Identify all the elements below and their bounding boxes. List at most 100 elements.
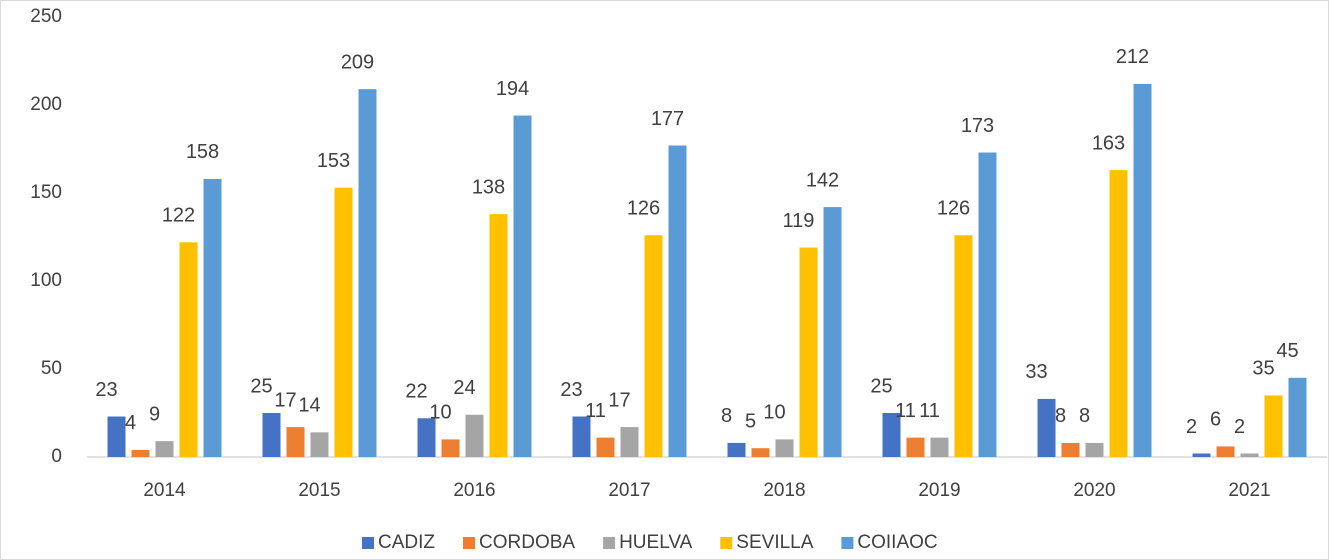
data-label: 119 [783,210,815,232]
bar [286,427,305,457]
bar [1216,446,1235,457]
bar [882,413,901,457]
data-label: 158 [186,141,219,163]
data-label: 33 [1025,361,1047,383]
legend-swatch [463,537,475,549]
bar [310,432,329,457]
data-label: 5 [745,410,756,432]
legend-swatch [362,537,374,549]
legend-swatch [603,537,616,549]
bar [1264,395,1283,457]
legend-label: CADIZ [378,532,435,553]
bar [727,442,746,457]
bar [620,427,639,457]
legend-label: CORDOBA [479,532,575,553]
data-label: 138 [472,176,505,198]
x-tick-label: 2021 [1228,480,1270,501]
data-label: 9 [149,403,160,425]
bar [131,449,150,457]
bar [751,448,770,457]
data-label: 11 [895,400,916,422]
data-label: 25 [870,375,892,397]
data-label: 142 [806,169,839,191]
bar [513,115,532,457]
x-tick-label: 2019 [918,480,960,501]
bar [572,416,591,457]
legend-swatch [841,537,854,549]
data-label: 8 [721,405,732,427]
data-label: 2 [1234,416,1245,438]
data-label: 8 [1055,405,1066,427]
bar [1061,442,1080,457]
bar [799,247,818,457]
data-label: 25 [250,375,272,397]
data-label: 23 [95,379,117,401]
bar [489,214,508,457]
bar [262,413,281,457]
bar [596,437,615,457]
x-tick-label: 2015 [298,480,340,501]
bar [775,439,794,457]
data-label: 10 [429,402,451,424]
data-label: 23 [560,379,582,401]
y-tick-label: 200 [30,94,62,115]
x-tick-label: 2017 [608,480,650,501]
data-label: 163 [1092,132,1125,154]
legend-label: HUELVA [619,532,693,553]
bar [179,242,198,457]
bar [978,152,997,457]
legend-label: SEVILLA [736,532,813,553]
data-label: 22 [405,381,427,403]
bar [417,418,436,457]
bar [358,89,377,457]
bar [1240,453,1259,457]
data-label: 11 [585,400,606,422]
bar [823,207,842,457]
bar [930,437,949,457]
data-label: 2 [1186,416,1197,438]
y-tick-label: 0 [51,446,62,467]
legend-swatch [720,537,733,549]
data-label: 14 [298,395,320,417]
y-tick-label: 100 [30,270,62,291]
bar [1085,442,1104,457]
bar [1037,398,1056,457]
legend-label: COIIAOC [857,532,937,553]
y-tick-label: 150 [30,182,62,203]
bar [954,235,973,457]
x-tick-label: 2016 [453,480,495,501]
x-tick-label: 2014 [143,480,186,501]
bar [906,437,925,457]
data-label: 35 [1252,358,1274,380]
bar [668,145,687,458]
x-tick-label: 2020 [1073,480,1115,501]
bar [155,441,174,457]
bar [465,414,484,457]
data-label: 24 [453,377,475,399]
data-label: 126 [937,198,970,220]
y-tick-label: 50 [41,358,62,379]
data-label: 194 [496,78,529,100]
data-label: 8 [1079,405,1090,427]
bar [1288,377,1307,457]
data-label: 6 [1210,409,1221,431]
bar [644,235,663,457]
data-label: 153 [317,150,350,172]
data-label: 11 [919,400,940,422]
bar [441,439,460,457]
data-label: 4 [125,412,136,434]
bar [203,178,222,458]
bar [1192,453,1211,457]
bar [1109,170,1128,457]
bar [107,416,126,457]
data-label: 126 [627,198,660,220]
bar [1133,83,1152,457]
x-tick-label: 2018 [763,480,805,501]
data-label: 45 [1276,340,1298,362]
data-label: 17 [608,389,630,411]
data-label: 122 [162,205,195,227]
data-label: 10 [763,402,785,424]
data-label: 177 [651,108,684,130]
